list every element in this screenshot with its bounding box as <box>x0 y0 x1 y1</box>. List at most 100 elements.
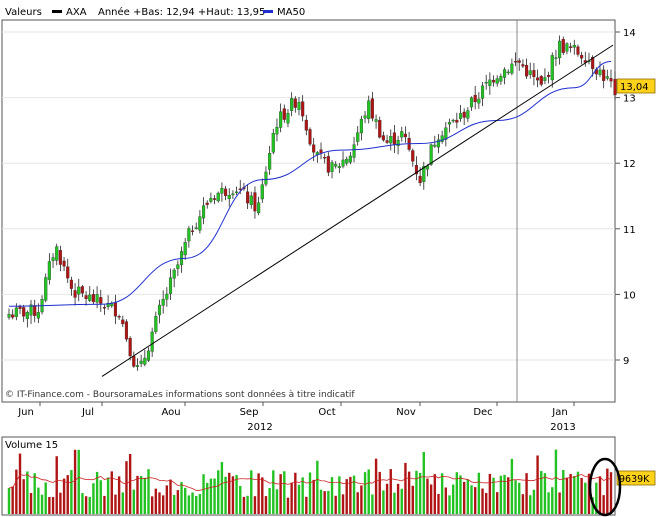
volume-bar <box>15 469 18 514</box>
volume-bar <box>580 477 583 514</box>
candle-body <box>598 69 602 75</box>
volume-bar <box>529 495 532 514</box>
volume-average-line <box>8 473 612 491</box>
price-tick-label: 11 <box>623 225 636 236</box>
candle-body <box>91 294 95 303</box>
candle-body <box>11 314 15 318</box>
candle-body <box>491 79 496 83</box>
volume-bar <box>518 482 521 514</box>
candle-body <box>143 357 147 365</box>
candle-body <box>330 162 334 172</box>
candle-body <box>253 192 257 212</box>
candle-body <box>88 294 92 301</box>
candle-body <box>80 286 84 294</box>
volume-bar <box>576 471 580 514</box>
price-grid <box>2 31 615 361</box>
volume-bar <box>492 477 495 514</box>
volume-bar <box>305 496 308 514</box>
candle-body <box>69 279 73 289</box>
volume-bar <box>312 479 315 514</box>
volume-bar <box>62 478 66 514</box>
candle-body <box>558 40 562 59</box>
candle-body <box>572 44 576 48</box>
volume-bar <box>503 474 506 514</box>
candle-body <box>455 119 459 123</box>
candle-body <box>554 57 558 59</box>
candle-body <box>227 195 231 199</box>
candle-body <box>66 266 70 279</box>
month-label: Jul <box>81 407 94 418</box>
volume-bar <box>84 496 88 514</box>
price-tick-label: 10 <box>623 290 636 301</box>
month-label: Aou <box>161 407 180 418</box>
candle-body <box>176 264 180 269</box>
candle-body <box>216 192 220 202</box>
candle-body <box>150 331 154 352</box>
volume-bar <box>334 495 337 514</box>
candle-body <box>146 350 151 361</box>
volume-bar <box>565 477 569 514</box>
candle-body <box>591 57 595 69</box>
volume-bar <box>316 460 319 514</box>
candle-body <box>220 187 224 194</box>
candle-body <box>565 43 569 52</box>
candle-body <box>495 78 499 84</box>
month-label: Jan <box>551 407 567 418</box>
volume-bar <box>532 489 536 514</box>
volume-bar <box>462 481 466 514</box>
volume-bar <box>264 496 268 514</box>
volume-bar <box>455 472 459 514</box>
candle-body <box>514 61 518 63</box>
disclaimer: © IT-Finance.com - BoursoramaLes informa… <box>5 389 355 400</box>
volume-bar <box>374 458 378 514</box>
candle-body <box>102 307 106 309</box>
volume-bar <box>496 492 499 514</box>
candle-body <box>198 216 202 231</box>
candle-body <box>345 158 349 164</box>
candle-body <box>297 102 301 110</box>
volume-bar <box>22 479 25 514</box>
candle-body <box>62 260 66 267</box>
ma-legend-label: MA50 <box>277 7 305 18</box>
candle-body <box>547 75 551 77</box>
volume-bar <box>507 477 510 514</box>
volume-bar <box>488 473 492 514</box>
candle-body <box>135 365 140 367</box>
volume-bar <box>125 461 128 514</box>
volume-bar <box>584 482 587 514</box>
volume-bar <box>239 485 242 514</box>
candle-body <box>77 286 81 295</box>
volume-bar <box>385 483 389 514</box>
volume-bar <box>103 495 106 514</box>
candle-body <box>469 97 474 108</box>
candle-body <box>447 122 452 125</box>
candle-body <box>73 290 77 298</box>
candle-body <box>257 202 261 214</box>
candle-body <box>389 136 393 144</box>
candle-body <box>14 307 18 317</box>
candle-body <box>602 69 606 81</box>
candle-body <box>576 46 580 55</box>
candle-body <box>466 110 470 119</box>
candle-body <box>378 120 382 138</box>
volume-bar <box>180 482 183 514</box>
volume-bar <box>235 474 238 514</box>
candle-body <box>312 144 316 153</box>
candle-body <box>249 195 253 205</box>
candle-body <box>25 312 29 319</box>
candle-body <box>235 191 239 194</box>
candle-body <box>521 64 525 67</box>
candle-body <box>58 250 62 265</box>
volume-bar <box>224 476 227 514</box>
volume-bar <box>400 488 403 514</box>
candle-body <box>418 175 422 184</box>
candle-body <box>36 312 40 319</box>
candle-body <box>422 166 426 182</box>
price-axis: 9 10 11 12 13 14 <box>615 28 636 367</box>
candle-body <box>374 119 378 122</box>
candle-body <box>341 159 345 167</box>
candle-body <box>187 228 191 242</box>
volume-bar <box>279 474 282 514</box>
candle-body <box>279 111 283 128</box>
